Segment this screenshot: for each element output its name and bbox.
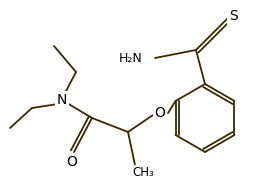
Text: O: O	[66, 155, 77, 169]
Text: O: O	[155, 106, 166, 120]
Text: S: S	[229, 9, 237, 23]
Text: CH₃: CH₃	[132, 167, 154, 180]
Text: N: N	[57, 93, 67, 107]
Text: H₂N: H₂N	[119, 51, 143, 64]
